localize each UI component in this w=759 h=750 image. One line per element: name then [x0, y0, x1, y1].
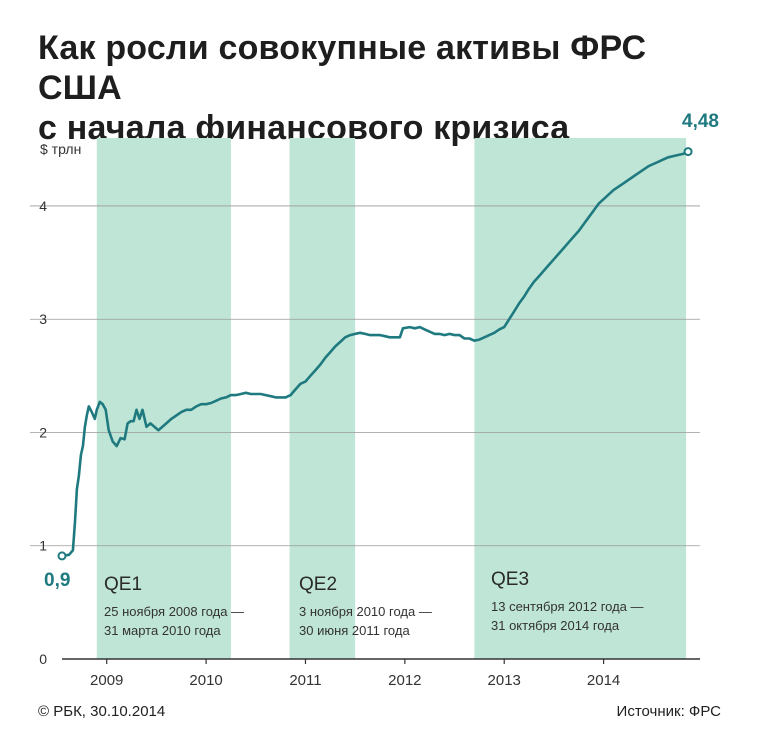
y-tick-label: 0: [39, 651, 47, 667]
qe-label-2: QE2: [299, 574, 337, 595]
end-value-label: 4,48: [682, 111, 719, 132]
series-line-total-assets: [60, 150, 690, 558]
source-note: Источник: ФРС: [616, 703, 721, 720]
qe-band-2: [289, 138, 356, 659]
x-tick-label: 2010: [189, 672, 222, 689]
qe-dates-start-3: 13 сентября 2012 года —: [491, 599, 644, 614]
y-axis-label: $ трлн: [40, 141, 81, 157]
end-point-marker: [683, 147, 693, 157]
x-tick-label: 2013: [488, 672, 521, 689]
y-tick-label: 1: [39, 538, 47, 554]
start-value-label: 0,9: [44, 570, 70, 591]
qe-dates-end-1: 31 марта 2010 года: [104, 623, 221, 638]
y-tick-label: 4: [39, 198, 47, 214]
qe-dates-end-2: 30 июня 2011 года: [299, 623, 410, 638]
qe-dates-start-2: 3 ноября 2010 года —: [299, 604, 432, 619]
qe-band-1: [96, 138, 231, 659]
y-tick-label: 2: [39, 424, 47, 440]
qe-label-1: QE1: [104, 574, 142, 595]
copyright-note: © РБК, 30.10.2014: [38, 703, 166, 720]
x-tick-label: 2009: [90, 672, 123, 689]
chart-title-line-1: Как росли совокупные активы ФРС США: [38, 29, 647, 107]
qe-band-3: [474, 138, 687, 659]
x-tick-label: 2012: [388, 672, 421, 689]
start-point-marker: [57, 551, 67, 561]
qe-label-3: QE3: [491, 569, 529, 590]
qe-dates-end-3: 31 октября 2014 года: [491, 618, 620, 633]
y-tick-label: 3: [39, 311, 47, 327]
x-tick-label: 2014: [587, 672, 620, 689]
qe-dates-start-1: 25 ноября 2008 года —: [104, 604, 244, 619]
line-chart: 0 1 2 3 4 $ трлн 2009 2010 2011 2012 2013 2014 QE1 25…: [30, 111, 719, 689]
x-tick-label: 2011: [289, 672, 321, 689]
